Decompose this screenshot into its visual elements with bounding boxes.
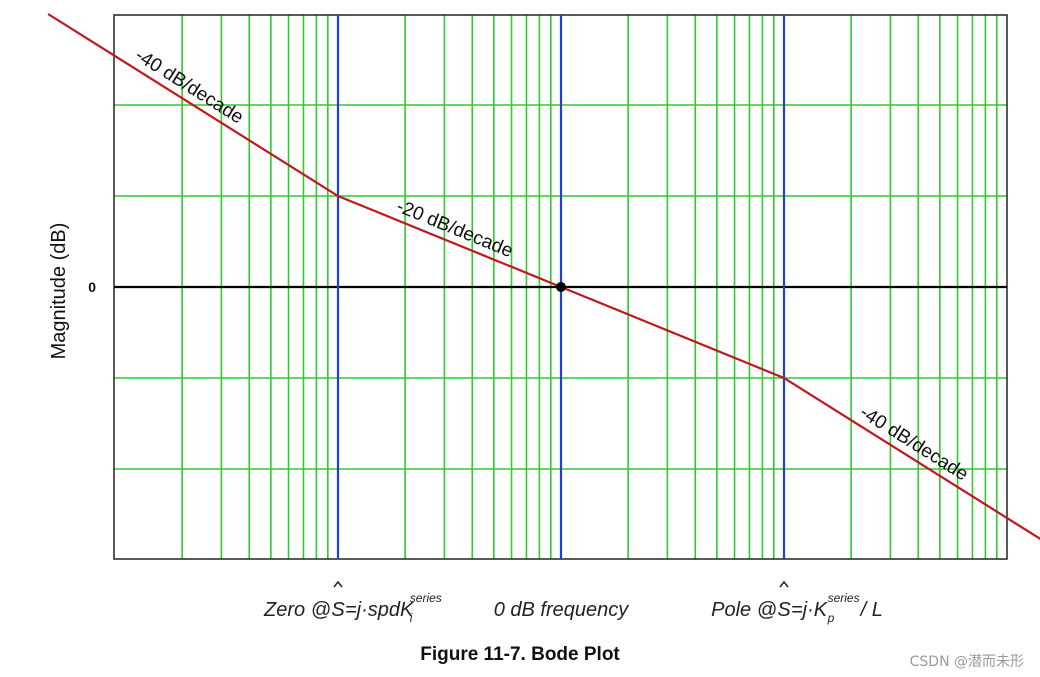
y-axis-label: Magnitude (dB) <box>48 223 70 360</box>
marker-label-2-body: =j·K <box>791 599 829 621</box>
slope-label-1: -20 dB/decade <box>393 196 515 262</box>
marker-label-0-sub: i <box>410 611 413 625</box>
marker-label-2-sup: series <box>828 591 860 605</box>
slope-label-0: -40 dB/decade <box>131 45 247 129</box>
hat-icon <box>779 580 789 588</box>
hat-icon <box>333 580 343 588</box>
marker-label-0-sup: series <box>410 591 442 605</box>
marker-label-0-s: S <box>331 599 345 621</box>
marker-label-0-prefix: Zero @ <box>263 599 331 621</box>
marker-label-0-body: =j·spdK <box>345 599 415 621</box>
marker-label-1: 0 dB frequency <box>494 599 630 621</box>
marker-label-2-prefix: Pole @ <box>711 599 777 621</box>
marker-label-2-suffix: / L <box>859 599 883 621</box>
marker-label-2-s: S <box>777 599 791 621</box>
figure-caption: Figure 11-7. Bode Plot <box>420 644 620 665</box>
slope-label-2: -40 dB/decade <box>856 402 972 486</box>
y-tick-label-0: 0 <box>88 279 96 295</box>
marker-label-2-sub: p <box>827 611 835 625</box>
watermark: CSDN @潜而未形 <box>909 654 1024 670</box>
crossover-point <box>556 282 566 292</box>
